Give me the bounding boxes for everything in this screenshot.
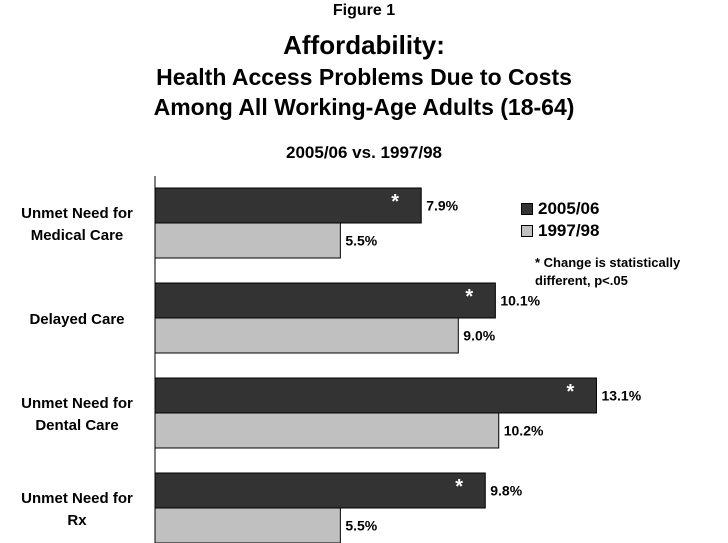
legend: 2005/06 1997/98 — [521, 198, 599, 242]
data-label: 10.2% — [504, 423, 544, 439]
bar-1997 — [154, 317, 459, 354]
legend-label-2005: 2005/06 — [538, 199, 600, 218]
data-label: 9.8% — [490, 483, 522, 499]
data-label: 13.1% — [601, 388, 641, 404]
category-label: Unmet Need for — [21, 490, 133, 507]
legend-item-2005: 2005/06 — [521, 198, 599, 220]
legend-swatch-1997 — [521, 225, 533, 237]
data-label: 7.9% — [426, 198, 458, 214]
legend-swatch-2005 — [521, 203, 533, 215]
bar-2005 — [154, 472, 486, 509]
category-label: Unmet Need for — [21, 395, 133, 412]
significance-asterisk: * — [566, 381, 574, 403]
category-label: Medical Care — [31, 227, 124, 244]
category-label: Rx — [67, 512, 87, 529]
category-label: Delayed Care — [29, 311, 124, 328]
bar-1997 — [154, 507, 341, 543]
significance-asterisk: * — [455, 476, 463, 498]
significance-asterisk: * — [391, 191, 399, 213]
category-label: Dental Care — [35, 417, 118, 434]
data-label: 5.5% — [345, 233, 377, 249]
bar-1997 — [154, 412, 500, 449]
significance-note-line1: * Change is statistically — [535, 255, 681, 270]
bar-2005 — [154, 282, 496, 319]
data-label: 5.5% — [345, 518, 377, 534]
significance-note-line2: different, p<.05 — [535, 273, 628, 288]
chart-title: Affordability: — [283, 30, 445, 60]
data-label: 10.1% — [500, 293, 540, 309]
chart-subtitle-line1: Health Access Problems Due to Costs — [156, 64, 572, 90]
bar-1997 — [154, 222, 341, 259]
legend-item-1997: 1997/98 — [521, 220, 599, 242]
category-label: Unmet Need for — [21, 205, 133, 222]
significance-note: * Change is statistically different, p<.… — [535, 254, 728, 290]
figure-label: Figure 1 — [332, 2, 396, 19]
chart-subtitle-line2: Among All Working-Age Adults (18-64) — [153, 94, 575, 120]
bar-2005 — [154, 377, 597, 414]
significance-asterisk: * — [465, 286, 473, 308]
data-label: 9.0% — [463, 328, 495, 344]
chart-subtitle-line3: 2005/06 vs. 1997/98 — [286, 143, 442, 162]
bar-2005 — [154, 187, 422, 224]
legend-label-1997: 1997/98 — [538, 221, 600, 240]
